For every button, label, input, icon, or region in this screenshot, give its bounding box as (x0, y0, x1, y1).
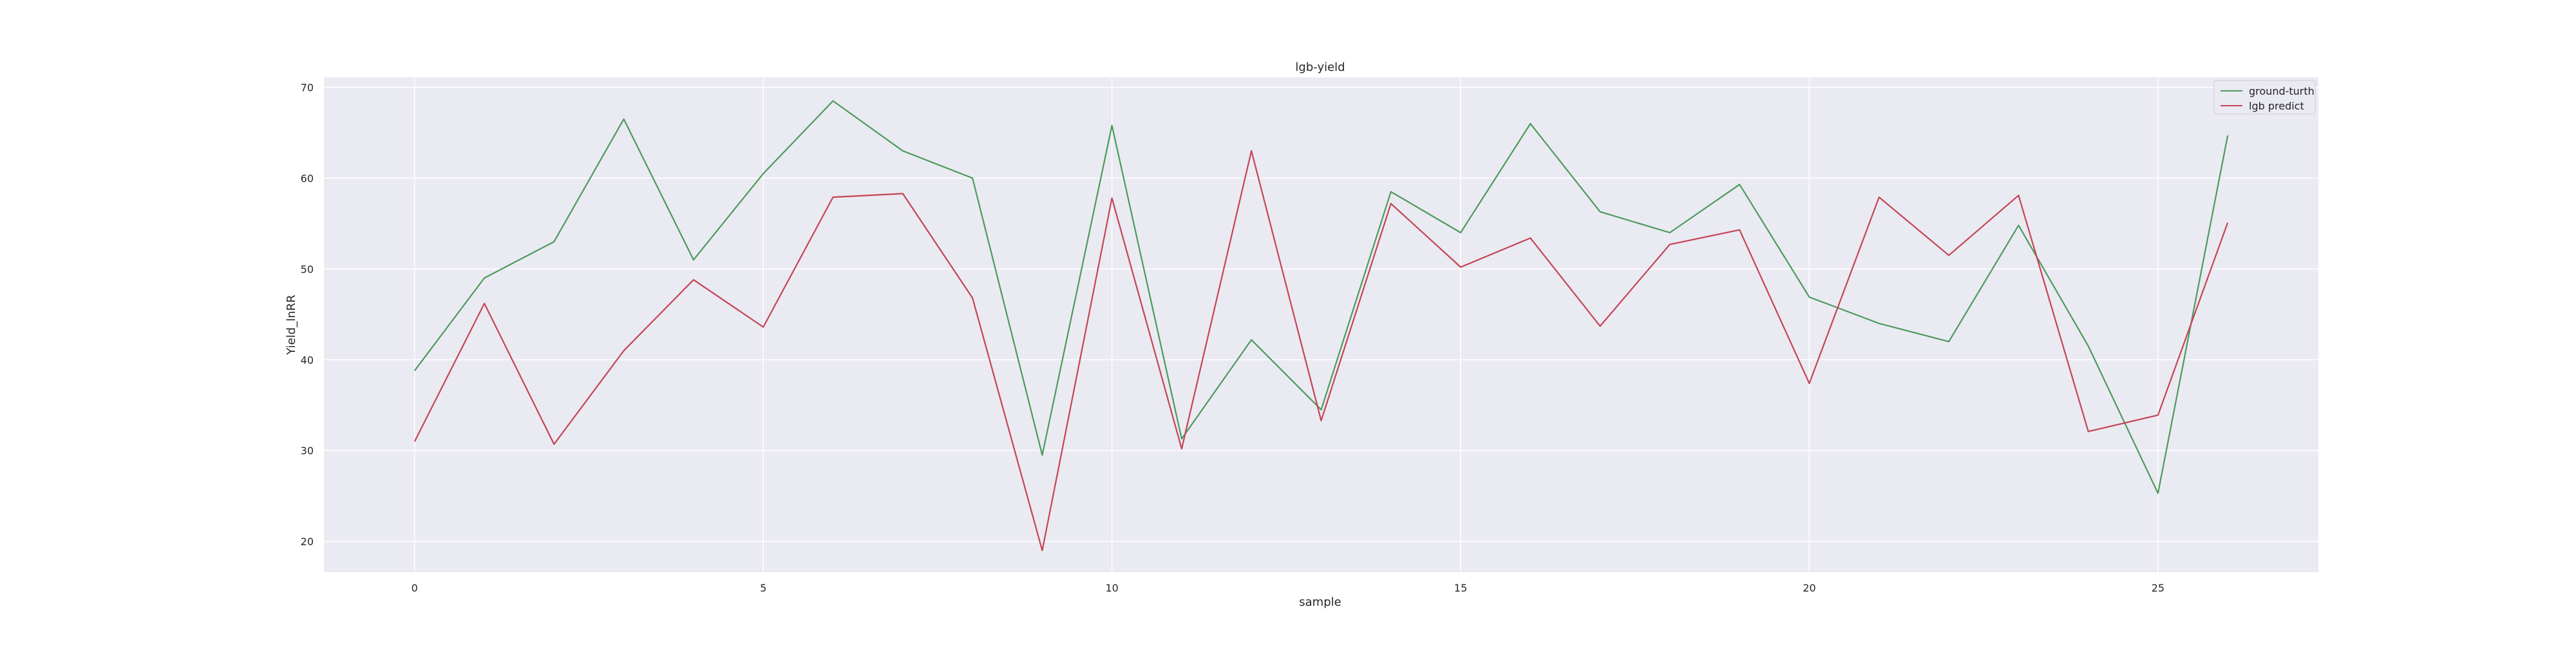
grid (324, 77, 2318, 572)
series-line-lgb-predict (413, 150, 2229, 552)
y-tick-label: 20 (301, 536, 314, 548)
series-line-ground-turth (413, 100, 2229, 494)
x-tick-label: 25 (2152, 582, 2164, 594)
y-tick-label: 40 (301, 354, 314, 366)
x-tick-label: 5 (760, 582, 766, 594)
y-tick-label: 70 (301, 82, 314, 94)
plot-area (324, 77, 2318, 572)
y-axis-label: Yield_lnRR (285, 295, 298, 355)
x-axis-label: sample (1299, 595, 1341, 609)
legend: ground-turth lgb predict (2213, 80, 2316, 115)
legend-label-lgb-predict: lgb predict (2249, 100, 2304, 112)
y-tick-label: 60 (301, 172, 314, 184)
legend-label-ground-turth: ground-turth (2249, 85, 2315, 97)
x-tick-label: 0 (412, 582, 418, 594)
chart-title: lgb-yield (1295, 61, 1345, 74)
tick-labels: 0 5 10 15 20 25 20 30 40 50 60 70 (301, 82, 2164, 594)
x-tick-label: 20 (1803, 582, 1815, 594)
series-lines (413, 100, 2229, 552)
x-tick-label: 10 (1105, 582, 1118, 594)
y-tick-label: 50 (301, 263, 314, 275)
x-tick-label: 15 (1454, 582, 1467, 594)
y-tick-label: 30 (301, 445, 314, 457)
